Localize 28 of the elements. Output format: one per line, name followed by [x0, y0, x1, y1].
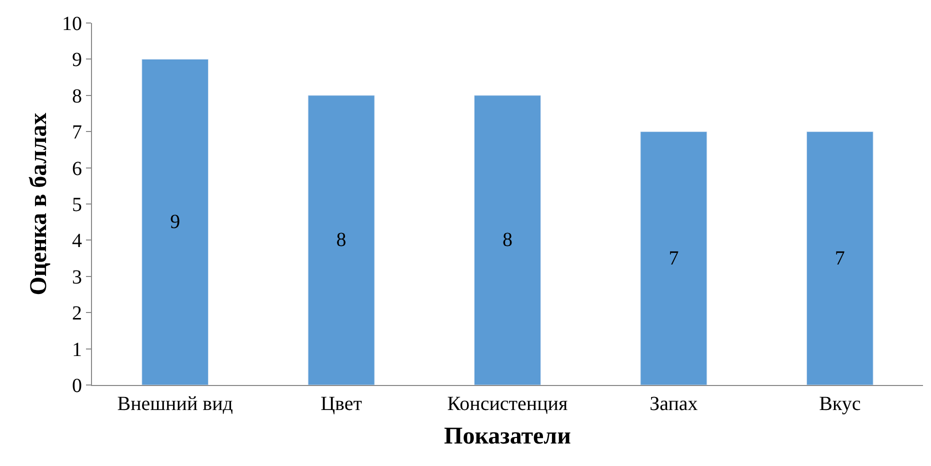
x-tick-label: Запах: [650, 393, 698, 415]
y-tick-label: 0: [72, 375, 82, 397]
x-tick-label: Вкус: [819, 393, 861, 415]
x-tick-label: Внешний вид: [117, 393, 233, 415]
data-label: 8: [336, 229, 346, 252]
y-tick-label: 4: [72, 230, 82, 252]
y-tick-label: 3: [72, 266, 82, 288]
bar: [474, 95, 541, 385]
y-tick-label: 2: [72, 302, 82, 325]
bar: [308, 95, 375, 385]
y-tick-label: 1: [72, 338, 82, 361]
y-tick-label: 7: [72, 122, 82, 144]
y-axis-title: Оценка в баллах: [26, 112, 52, 296]
bar: [806, 131, 874, 385]
bar: [640, 131, 708, 385]
x-axis-title: Показатели: [444, 423, 572, 450]
y-tick-label: 10: [62, 13, 82, 35]
y-tick-label: 8: [72, 85, 82, 108]
data-label: 7: [834, 247, 845, 270]
bar: [142, 58, 209, 385]
x-tick-label: Цвет: [320, 393, 362, 415]
x-tick-label: Консистенция: [447, 393, 568, 415]
y-tick-label: 5: [72, 194, 82, 216]
y-tick-label: 9: [72, 49, 82, 72]
data-label: 9: [170, 211, 180, 234]
data-label: 8: [502, 229, 512, 252]
data-label: 7: [668, 247, 679, 270]
y-tick-label: 6: [72, 158, 82, 180]
